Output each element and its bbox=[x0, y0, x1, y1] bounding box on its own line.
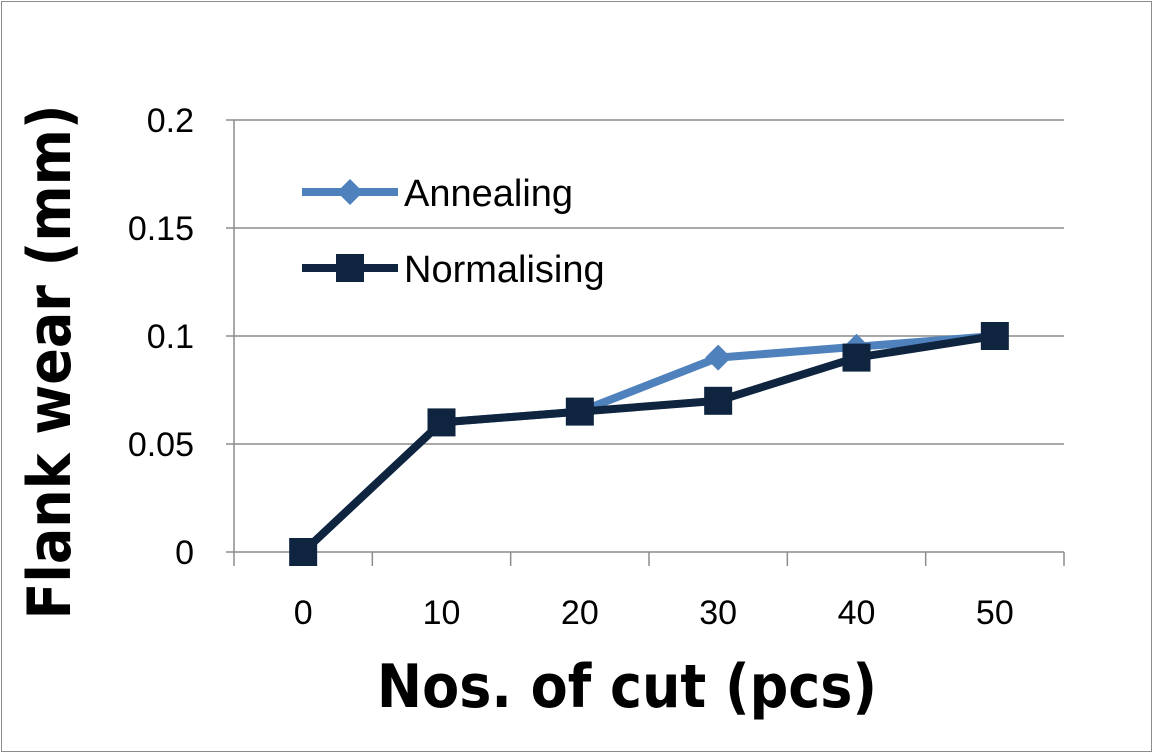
y-tick-label: 0.2 bbox=[147, 102, 194, 140]
y-tick-label: 0 bbox=[175, 534, 194, 572]
legend-label: Annealing bbox=[404, 173, 573, 215]
data-point bbox=[842, 343, 871, 372]
data-point bbox=[980, 322, 1009, 350]
legend-marker bbox=[337, 179, 363, 205]
data-point bbox=[289, 538, 318, 566]
y-tick-label: 0.1 bbox=[147, 318, 194, 356]
data-point bbox=[705, 344, 732, 371]
y-axis-title: Flank wear (mm) bbox=[15, 104, 85, 619]
data-series bbox=[289, 322, 1009, 566]
data-point bbox=[565, 397, 594, 426]
legend-entry-normalising: Normalising bbox=[302, 249, 605, 291]
y-tick-label: 0.05 bbox=[128, 426, 194, 464]
x-tick-label: 10 bbox=[423, 594, 461, 632]
grid-lines bbox=[234, 119, 1064, 445]
y-tick-label: 0.15 bbox=[128, 210, 194, 248]
series-normalising bbox=[289, 322, 1009, 566]
x-axis-title: Nos. of cut (pcs) bbox=[377, 652, 877, 722]
legend-marker bbox=[336, 254, 364, 282]
legend: Annealing Normalising bbox=[302, 173, 605, 291]
data-point bbox=[427, 408, 456, 437]
x-tick-label: 20 bbox=[561, 594, 599, 632]
x-tick-label: 50 bbox=[976, 594, 1014, 632]
x-tick-label: 0 bbox=[294, 594, 313, 632]
series-line bbox=[300, 332, 996, 555]
x-tick-label: 40 bbox=[838, 594, 876, 632]
data-point bbox=[704, 386, 733, 415]
legend-label: Normalising bbox=[404, 249, 605, 291]
legend-entry-annealing: Annealing bbox=[302, 173, 573, 215]
axes bbox=[226, 119, 1065, 566]
tick-labels: 0 0.05 0.1 0.15 0.2 0 10 20 30 40 50 bbox=[128, 102, 1014, 632]
x-tick-label: 30 bbox=[699, 594, 737, 632]
